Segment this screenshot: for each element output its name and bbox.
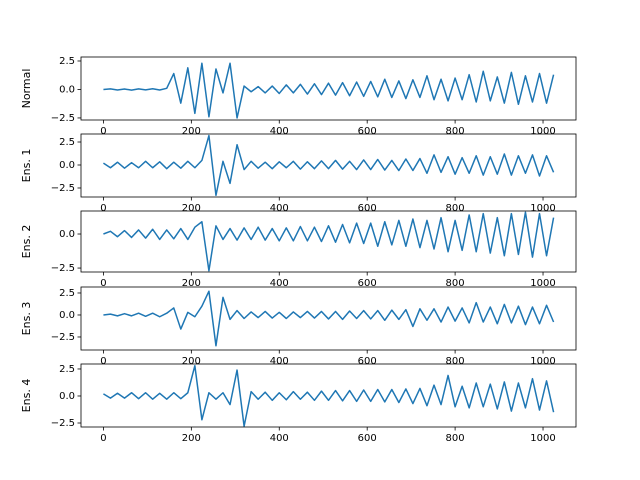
x-tick-label: 800 [446,203,465,214]
axes-frame [80,363,577,428]
x-tick-label: 400 [270,203,289,214]
y-tick-label: −2.5 [51,418,75,429]
x-tick-label: 600 [358,356,377,367]
x-tick-label: 200 [182,433,201,444]
axes-frame [80,56,577,121]
y-tick-label: 2.5 [59,56,75,67]
x-tick-label: 0 [100,433,106,444]
y-tick-label: −2.5 [51,332,75,343]
y-axis-label: Ens. 3 [20,302,33,336]
x-tick-label: 1000 [530,203,555,214]
signal-line [103,62,555,119]
x-tick-label: 400 [270,433,289,444]
x-tick-label: 600 [358,278,377,289]
y-axis-label: Ens. 4 [20,379,33,413]
x-tick-label: 800 [446,278,465,289]
x-tick-label: 0 [100,278,106,289]
y-tick-label: −2.5 [51,263,75,274]
y-tick-label: −2.5 [51,183,75,194]
y-tick-label: 0.0 [59,391,75,402]
signal-line [103,364,555,427]
axes-frame [80,210,577,273]
y-tick-label: 0.0 [59,84,75,95]
x-tick-label: 1000 [530,433,555,444]
x-tick-label: 1000 [530,126,555,137]
y-tick-label: 0.0 [59,310,75,321]
y-tick-label: 2.5 [59,364,75,375]
x-tick-label: 200 [182,356,201,367]
x-tick-label: 400 [270,126,289,137]
x-tick-label: 200 [182,203,201,214]
x-tick-label: 200 [182,126,201,137]
x-tick-label: 800 [446,126,465,137]
signal-line [103,134,555,197]
y-axis-label: Ens. 2 [20,225,33,259]
y-tick-label: 0.0 [59,160,75,171]
y-tick-label: 2.5 [59,288,75,299]
x-tick-label: 0 [100,126,106,137]
x-tick-label: 600 [358,203,377,214]
y-tick-label: 2.5 [59,137,75,148]
x-tick-label: 400 [270,278,289,289]
axes-frame [80,286,577,351]
x-tick-label: 800 [446,356,465,367]
x-tick-label: 0 [100,203,106,214]
x-tick-label: 1000 [530,356,555,367]
x-tick-label: 400 [270,356,289,367]
signal-line [103,211,555,272]
x-tick-label: 0 [100,356,106,367]
y-tick-label: 0.0 [59,229,75,240]
axes-frame [80,133,577,198]
x-tick-label: 800 [446,433,465,444]
x-tick-label: 600 [358,433,377,444]
y-axis-label: Ens. 1 [20,149,33,183]
x-tick-label: 600 [358,126,377,137]
signal-line [103,290,555,347]
y-tick-label: −2.5 [51,113,75,124]
y-axis-label: Normal [20,69,33,109]
x-tick-label: 200 [182,278,201,289]
x-tick-label: 1000 [530,278,555,289]
